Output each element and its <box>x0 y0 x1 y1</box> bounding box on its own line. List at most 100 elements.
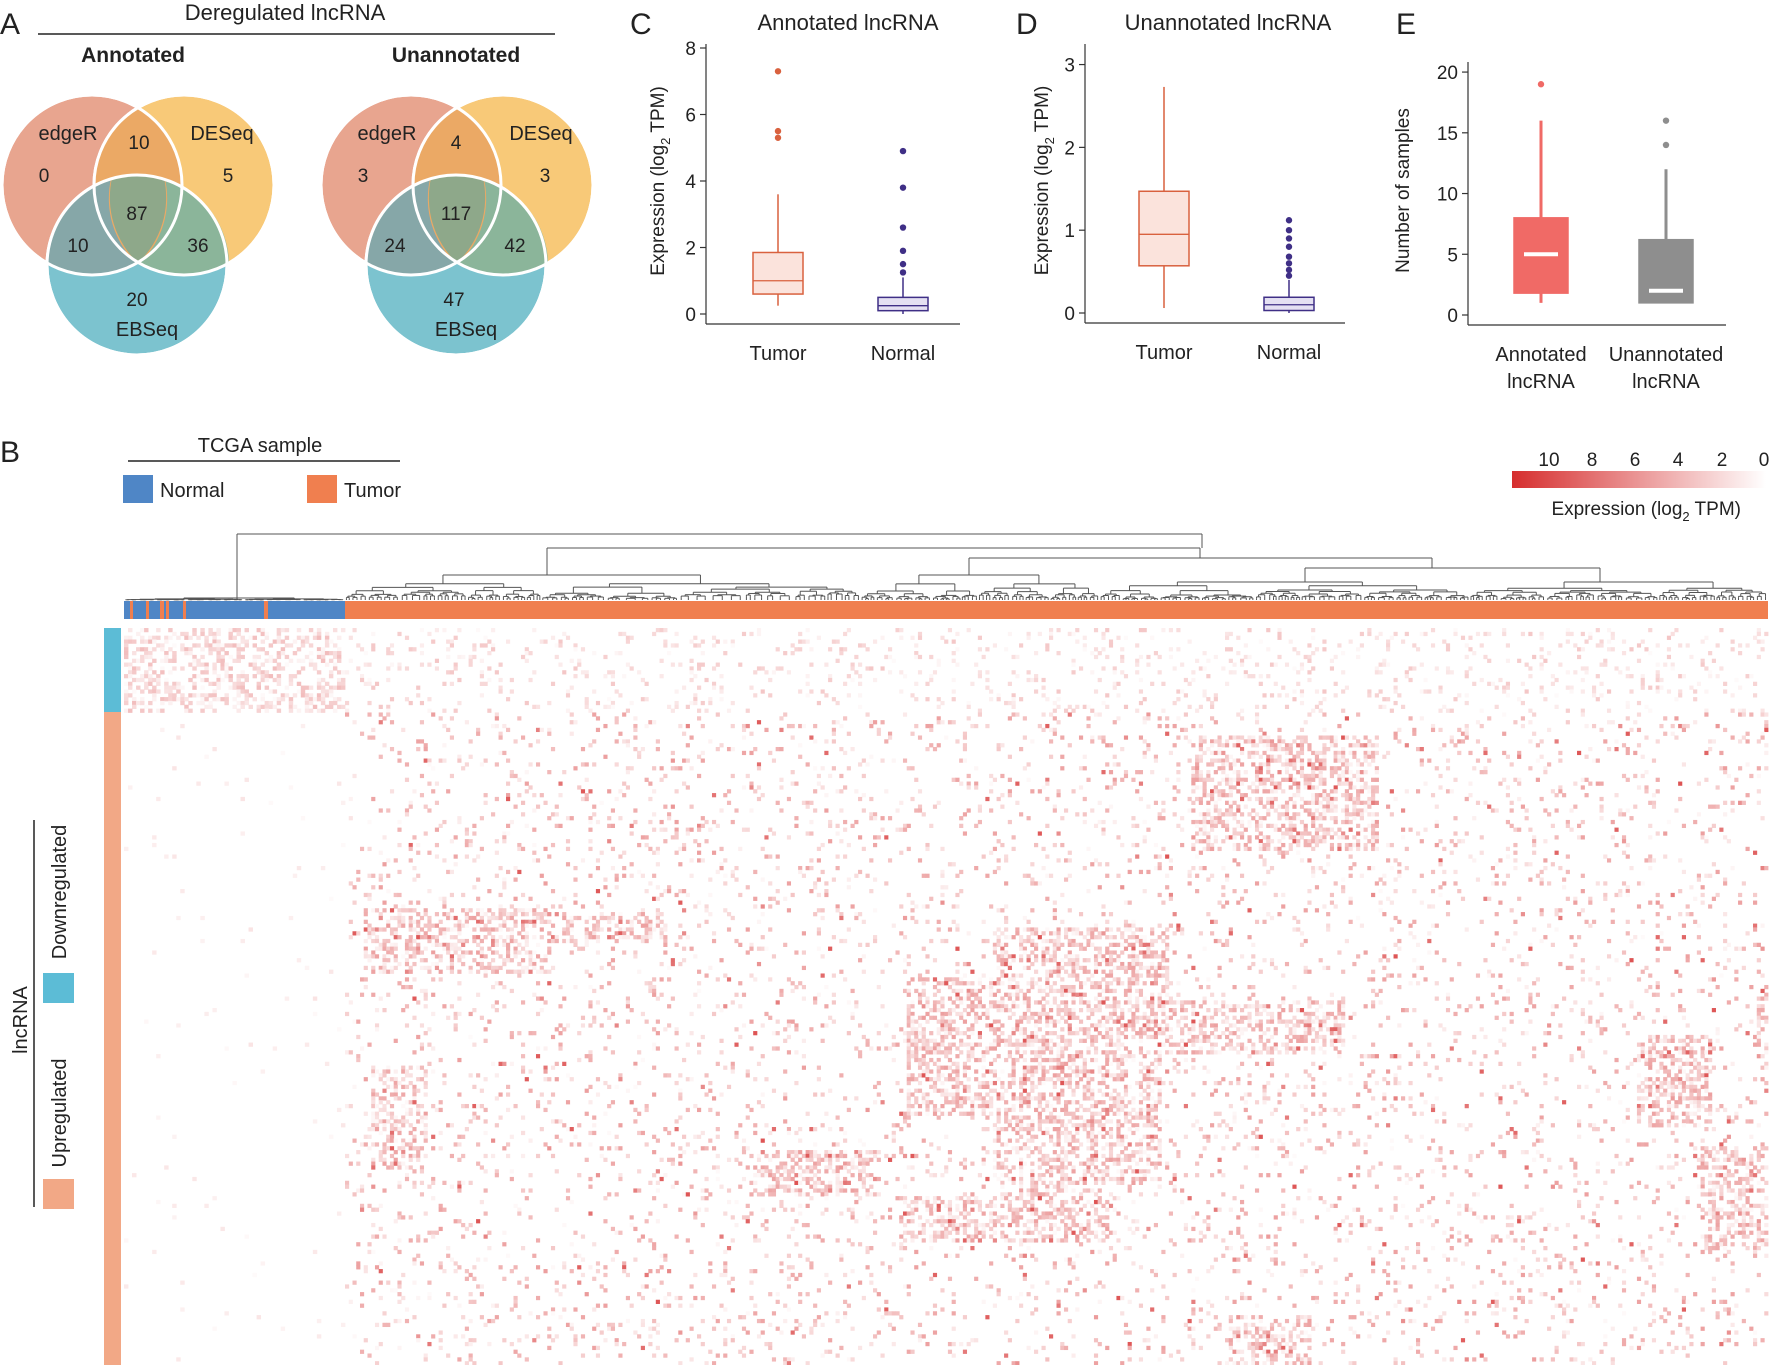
heatmap-cell <box>1007 793 1012 798</box>
heatmap-cell <box>521 812 526 817</box>
heatmap-cell <box>1206 819 1211 825</box>
heatmap-cell <box>887 735 893 740</box>
heatmap-cell <box>1352 785 1357 790</box>
heatmap-cell <box>1505 754 1511 759</box>
heatmap-cell <box>648 781 653 786</box>
heatmap-cell <box>1356 647 1361 652</box>
heatmap-cell <box>730 723 735 729</box>
heatmap-cell <box>914 697 919 702</box>
heatmap-cell <box>1498 781 1503 786</box>
heatmap-cell <box>843 716 848 721</box>
heatmap-cell <box>1239 735 1245 740</box>
heatmap-cell <box>1606 628 1612 633</box>
heatmap-cell <box>1041 693 1046 698</box>
heatmap-cell <box>1299 662 1305 667</box>
heatmap-cell <box>674 819 679 825</box>
heatmap-cell <box>513 773 518 779</box>
heatmap-cell <box>1681 674 1687 679</box>
heatmap-cell <box>697 643 702 648</box>
heatmap-cell <box>1457 693 1462 698</box>
heatmap-cell <box>1430 793 1436 798</box>
heatmap-cell <box>1606 647 1612 652</box>
heatmap-cell <box>268 674 274 679</box>
heatmap-cell <box>929 674 934 679</box>
heatmap-cell <box>196 662 201 667</box>
heatmap-cell <box>955 647 960 652</box>
heatmap-cell <box>1708 674 1713 679</box>
heatmap-cell <box>188 647 193 652</box>
heatmap-cell <box>966 704 971 710</box>
venn-annotated: Annotated edgeR DESeq EBSeq 0 10 5 87 10… <box>0 44 276 357</box>
heatmap-cell <box>1288 823 1293 829</box>
heatmap-cell <box>655 628 660 633</box>
heatmap-cell <box>1266 835 1271 840</box>
heatmap-cell <box>1041 677 1046 683</box>
heatmap-cell <box>1419 716 1424 721</box>
heatmap-cell <box>502 839 507 844</box>
heatmap-cell <box>1382 704 1387 710</box>
heatmap-cell <box>1371 789 1376 794</box>
heatmap-cell <box>1588 631 1593 637</box>
heatmap-cell <box>1371 793 1376 798</box>
box-c-ytick-label: 2 <box>685 239 696 260</box>
heatmap-cell <box>136 666 141 671</box>
heatmap-cell <box>1206 773 1211 779</box>
heatmap-cell <box>1258 735 1263 740</box>
heatmap-cell <box>1329 835 1335 840</box>
heatmap-cell <box>1580 819 1585 825</box>
heatmap-cell <box>1318 758 1323 763</box>
heatmap-cell <box>1090 739 1095 744</box>
heatmap-cell <box>723 651 728 656</box>
heatmap-cell <box>1172 796 1177 802</box>
heatmap-cell <box>1292 781 1297 786</box>
heatmap-cell <box>689 670 694 675</box>
heatmap-cell <box>1007 631 1012 637</box>
heatmap-cell <box>1015 674 1020 679</box>
heatmap-cell <box>1108 643 1114 648</box>
heatmap-cell <box>1371 758 1376 763</box>
heatmap-cell <box>1251 816 1256 821</box>
legend-normal-label: Normal <box>160 480 224 502</box>
heatmap-cell <box>985 677 990 683</box>
heatmap-cell <box>160 700 165 706</box>
heatmap-cell <box>1007 716 1012 721</box>
heatmap-cell <box>618 631 623 637</box>
heatmap-cell <box>846 693 851 698</box>
heatmap-cell <box>256 654 262 660</box>
heatmap-cell <box>316 628 322 633</box>
heatmap-cell <box>1333 743 1338 748</box>
heatmap-cell <box>584 704 589 710</box>
heatmap-cell <box>148 689 153 694</box>
heatmap-cell <box>244 700 249 706</box>
heatmap-cell <box>1277 816 1282 821</box>
heatmap-cell <box>1247 735 1252 740</box>
heatmap-cell <box>689 804 694 809</box>
heatmap-cell <box>236 700 241 706</box>
heatmap-cell <box>1299 743 1305 748</box>
heatmap-cell <box>1221 766 1226 771</box>
heatmap-cell <box>1198 704 1203 710</box>
heatmap-cell <box>1415 647 1421 652</box>
heatmap-cell <box>1101 770 1106 775</box>
heatmap-cell <box>1157 723 1162 729</box>
heatmap-cell <box>783 651 788 656</box>
heatmap-cell <box>1438 746 1443 752</box>
heatmap-cell <box>1359 800 1364 805</box>
heatmap-cell <box>652 789 657 794</box>
heatmap-cell <box>296 670 302 675</box>
heatmap-cell <box>1374 735 1379 740</box>
heatmap-cell <box>252 658 257 663</box>
heatmap-cell <box>1745 643 1750 648</box>
heatmap-cell <box>1247 835 1252 840</box>
heatmap-cell <box>1378 631 1383 637</box>
heatmap-cell <box>240 796 245 802</box>
heatmap-cell <box>427 758 432 763</box>
heatmap-cell <box>1419 758 1424 763</box>
heatmap-cell <box>798 723 803 729</box>
heatmap-cell <box>1401 827 1406 832</box>
heatmap-cell <box>328 674 334 679</box>
heatmap-cell <box>1487 758 1492 763</box>
heatmap-cell <box>252 662 257 667</box>
heatmap-cell <box>1311 793 1316 798</box>
heatmap-cell <box>1629 674 1634 679</box>
